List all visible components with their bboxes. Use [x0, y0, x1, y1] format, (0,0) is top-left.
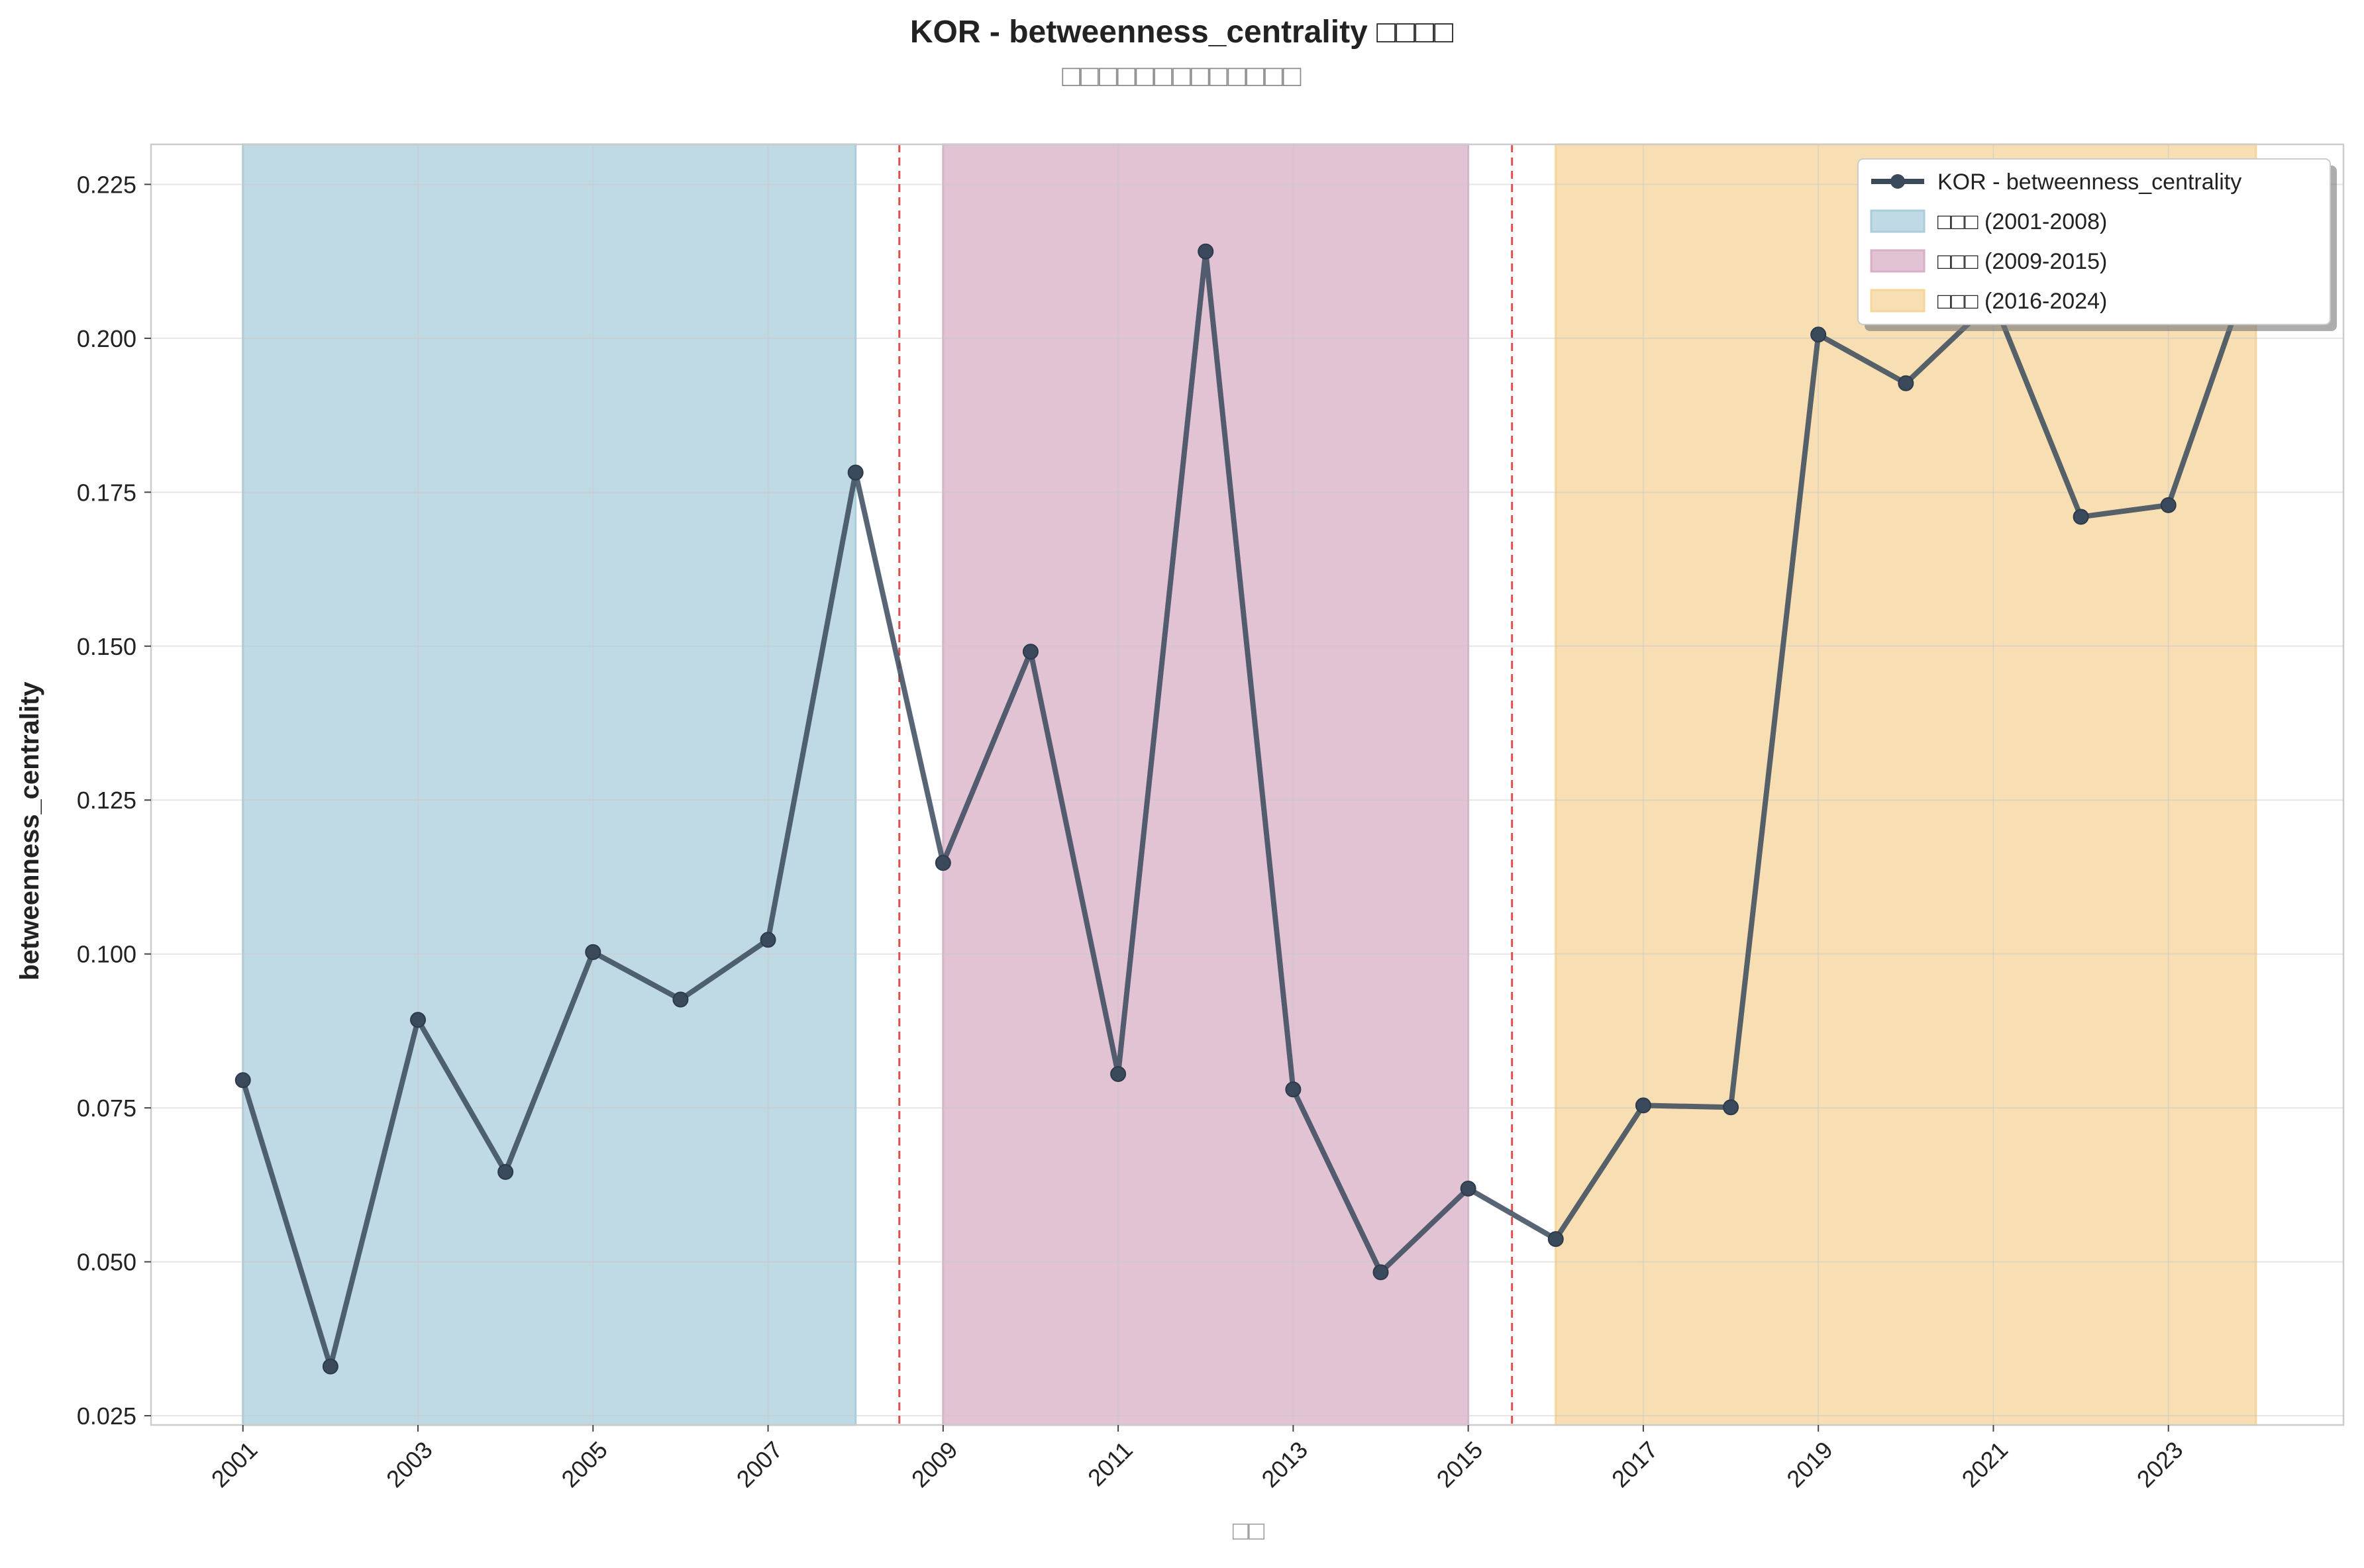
- legend-box: [1857, 158, 2331, 325]
- legend-swatch-period-3: [1870, 289, 1926, 313]
- x-tick-label: 2013: [1256, 1436, 1313, 1493]
- x-tick-label: 2017: [1606, 1436, 1663, 1493]
- y-tick-label: 0.225: [77, 171, 136, 198]
- data-point: [1460, 1180, 1476, 1197]
- data-point: [672, 991, 689, 1008]
- y-tick-label: 0.050: [77, 1249, 136, 1276]
- chart-subtitle: □□□□□□□□□□□□□: [1062, 58, 1301, 93]
- period-span-2: [942, 143, 1470, 1426]
- plot-area: 0.025 0.050 0.075 0.100 0.125 0.150 0.175 0.200…: [77, 143, 2345, 1493]
- data-point: [585, 944, 601, 960]
- x-tick-label: 2009: [906, 1436, 963, 1493]
- plot-frame: [150, 143, 2345, 1426]
- data-point: [1810, 326, 1827, 343]
- x-tick-label: 2011: [1082, 1436, 1138, 1492]
- y-tick-label: 0.150: [77, 633, 136, 660]
- data-point: [497, 1163, 514, 1180]
- x-tick-label: 2005: [556, 1436, 613, 1493]
- period-span-3: [1555, 143, 2257, 1426]
- legend-label: □□□ (2009-2015): [1937, 249, 2107, 274]
- y-axis-label: betweenness_centrality: [15, 681, 44, 981]
- data-point: [1635, 1097, 1651, 1114]
- data-point: [847, 464, 864, 481]
- legend-label: □□□ (2001-2008): [1937, 209, 2107, 234]
- y-tick-label: 0.175: [77, 479, 136, 506]
- x-tick-label: 2003: [381, 1436, 438, 1493]
- x-tick-label: 2015: [1431, 1436, 1488, 1493]
- x-tick-label: 2001: [206, 1436, 263, 1493]
- data-point: [760, 932, 776, 948]
- legend-swatch-period-1: [1870, 209, 1926, 233]
- data-point: [1898, 375, 1914, 391]
- data-point: [2073, 509, 2089, 525]
- legend-label: □□□ (2016-2024): [1937, 289, 2107, 314]
- y-tick-label: 0.200: [77, 325, 136, 352]
- legend-swatch-period-2: [1870, 249, 1926, 273]
- x-tick-label: 2019: [1781, 1436, 1838, 1493]
- legend-label: KOR - betweenness_centrality: [1937, 170, 2241, 195]
- series-line: [240, 248, 2259, 1369]
- data-point: [1723, 1099, 1739, 1116]
- y-tick-label: 0.100: [77, 941, 136, 968]
- x-axis-label: □□: [1233, 1516, 1264, 1545]
- x-tick-label: 2021: [1957, 1436, 2014, 1493]
- data-point: [1022, 644, 1039, 660]
- y-tick-label: 0.025: [77, 1402, 136, 1430]
- data-point: [234, 1072, 251, 1089]
- chart-title: KOR - betweenness_centrality □□□□: [910, 15, 1453, 50]
- data-point: [935, 855, 951, 871]
- data-point: [1547, 1231, 1564, 1248]
- legend-marker-swatch: [1890, 174, 1905, 189]
- data-point: [2160, 497, 2177, 513]
- period-span-1: [242, 143, 857, 1426]
- x-tick-label: 2023: [2132, 1436, 2188, 1493]
- y-tick-label: 0.075: [77, 1095, 136, 1122]
- data-point: [1110, 1066, 1127, 1083]
- data-point: [410, 1012, 427, 1028]
- data-point: [1285, 1081, 1302, 1098]
- data-point: [1198, 243, 1214, 260]
- data-point: [1372, 1264, 1389, 1281]
- data-point: [322, 1358, 338, 1375]
- legend: KOR - betweenness_centrality □□□ (2001-20…: [1857, 158, 2337, 331]
- x-tick-label: 2007: [731, 1436, 788, 1493]
- y-tick-label: 0.125: [77, 787, 136, 814]
